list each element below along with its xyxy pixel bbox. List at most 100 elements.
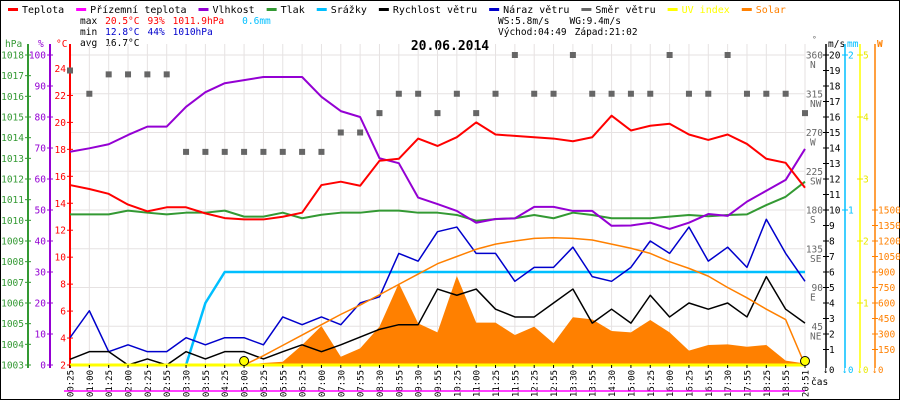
humidity-tick-label: 10 (35, 330, 47, 341)
solar-tick-label: 300 (878, 330, 895, 341)
x-tick-label: 03:55 (202, 370, 212, 397)
temperature-axis-title: °C (56, 39, 67, 50)
temperature-tick-label: 22 (55, 91, 66, 102)
wind-direction-point (163, 71, 170, 78)
direction-tick-label: 180 (806, 206, 823, 217)
pressure-tick-label: 1012 (1, 175, 24, 186)
wind-direction-point (743, 90, 750, 97)
pressure-tick-label: 1011 (1, 195, 24, 206)
wind-direction-point (241, 148, 248, 155)
direction-tick-label: 90 (812, 283, 824, 294)
humidity-tick-label: 100 (29, 51, 46, 62)
x-tick-label: 02:55 (163, 370, 173, 397)
x-tick-label: 04:25 (221, 370, 231, 397)
stat-sunset: Západ:21:02 (575, 27, 638, 38)
x-tick-label: 01:25 (105, 370, 115, 397)
stat-max-label: max (80, 16, 97, 27)
x-tick-label: 14:30 (608, 370, 618, 397)
legend-label: Směr větru (595, 4, 655, 16)
pressure-tick-label: 1009 (1, 237, 24, 248)
wind-tick-label: 18 (829, 82, 841, 93)
compass-label: SE (810, 254, 822, 265)
stat-min-temp: 12.8°C (105, 27, 139, 38)
chart-title: 20.06.2014 (411, 39, 489, 54)
wind-direction-point (357, 129, 364, 136)
humidity-tick-label: 70 (35, 144, 47, 155)
wind-tick-label: 12 (829, 175, 840, 186)
uv-tick-label: 3 (863, 175, 869, 186)
wind-tick-label: 15 (829, 128, 840, 139)
direction-tick-label: 270 (806, 128, 823, 139)
x-tick-label: 05:00 (241, 370, 251, 397)
stat-max-hum: 93% (148, 16, 165, 27)
rain-line (70, 270, 805, 367)
x-tick-label: 05:55 (279, 370, 289, 397)
wind-direction-point (221, 148, 228, 155)
legend-swatch-0 (8, 8, 18, 11)
solar-zero-arrow: ↓ (872, 366, 877, 376)
rain-tick-label: 2 (848, 51, 854, 62)
wind-direction-point (685, 90, 692, 97)
wind-direction-point (569, 52, 576, 58)
wind-direction-point (415, 90, 422, 97)
wind-direction-point (260, 148, 267, 155)
x-tick-label: 11:55 (511, 370, 521, 397)
temperature-tick-label: 12 (55, 226, 66, 237)
legend-swatch-5 (378, 8, 389, 11)
temperature-tick-label: 4 (60, 334, 66, 345)
legend-label: Teplota (22, 5, 64, 16)
humidity-tick-label: 30 (35, 268, 47, 279)
direction-tick-label: 45 (812, 322, 823, 333)
x-tick-label: 17:55 (743, 370, 753, 397)
wind-direction-point (550, 90, 557, 97)
wind-gust-line (69, 218, 806, 353)
legend-swatch-2 (198, 8, 209, 11)
compass-label: E (810, 293, 816, 304)
legend-label: Rychlost větru (393, 4, 477, 16)
legend-label: Srážky (331, 4, 367, 16)
humidity-tick-label: 50 (35, 206, 47, 217)
humidity-tick-label: 0 (40, 361, 46, 372)
wind-tick-label: 19 (829, 66, 841, 77)
wind-direction-point (337, 129, 344, 136)
x-tick-label: 11:00 (473, 370, 483, 397)
x-tick-label: 07:00 (318, 370, 328, 397)
solar-tick-label: 1350 (878, 221, 900, 232)
temperature-tick-label: 2 (60, 361, 66, 372)
solar-tick-label: 1500 (878, 206, 900, 217)
stat-wg: WG:9.4m/s (569, 16, 620, 27)
legend-label: Solar (756, 5, 786, 16)
stat-avg-label: avg (80, 38, 97, 49)
wind-tick-label: 2 (829, 330, 835, 341)
temperature-tick-label: 24 (55, 64, 67, 75)
x-axis-title: čas (811, 377, 828, 388)
humidity-tick-label: 20 (35, 299, 47, 310)
wind-tick-label: 4 (829, 299, 835, 310)
wind-direction-point (105, 71, 112, 78)
wind-tick-label: 14 (829, 144, 841, 155)
stat-min-label: min (80, 27, 97, 38)
compass-label: SW (810, 176, 822, 187)
wind-direction-point (318, 148, 325, 155)
wind-direction-point (453, 90, 460, 97)
legend-swatch-9 (741, 8, 752, 11)
pressure-tick-label: 1018 (1, 51, 24, 62)
wind-tick-label: 16 (829, 113, 841, 124)
solar-tick-label: 750 (878, 283, 895, 294)
stat-sunrise: Východ:04:49 (498, 27, 567, 38)
x-tick-label: 12:55 (550, 370, 560, 397)
sun-marker (239, 356, 250, 366)
wind-direction-point (589, 90, 596, 97)
wind-tick-label: 3 (829, 314, 835, 325)
solar-tick-label: 600 (878, 299, 895, 310)
wind-direction-point (202, 148, 209, 155)
wind-direction-point (86, 90, 93, 97)
humidity-tick-label: 80 (35, 113, 47, 124)
legend-swatch-7 (581, 8, 592, 11)
legend-swatch-8 (667, 8, 678, 11)
x-tick-label: 16:55 (705, 370, 715, 397)
x-tick-label: 09:55 (434, 370, 444, 397)
wind-tick-label: 5 (829, 283, 835, 294)
x-tick-label: 13:30 (569, 370, 579, 397)
